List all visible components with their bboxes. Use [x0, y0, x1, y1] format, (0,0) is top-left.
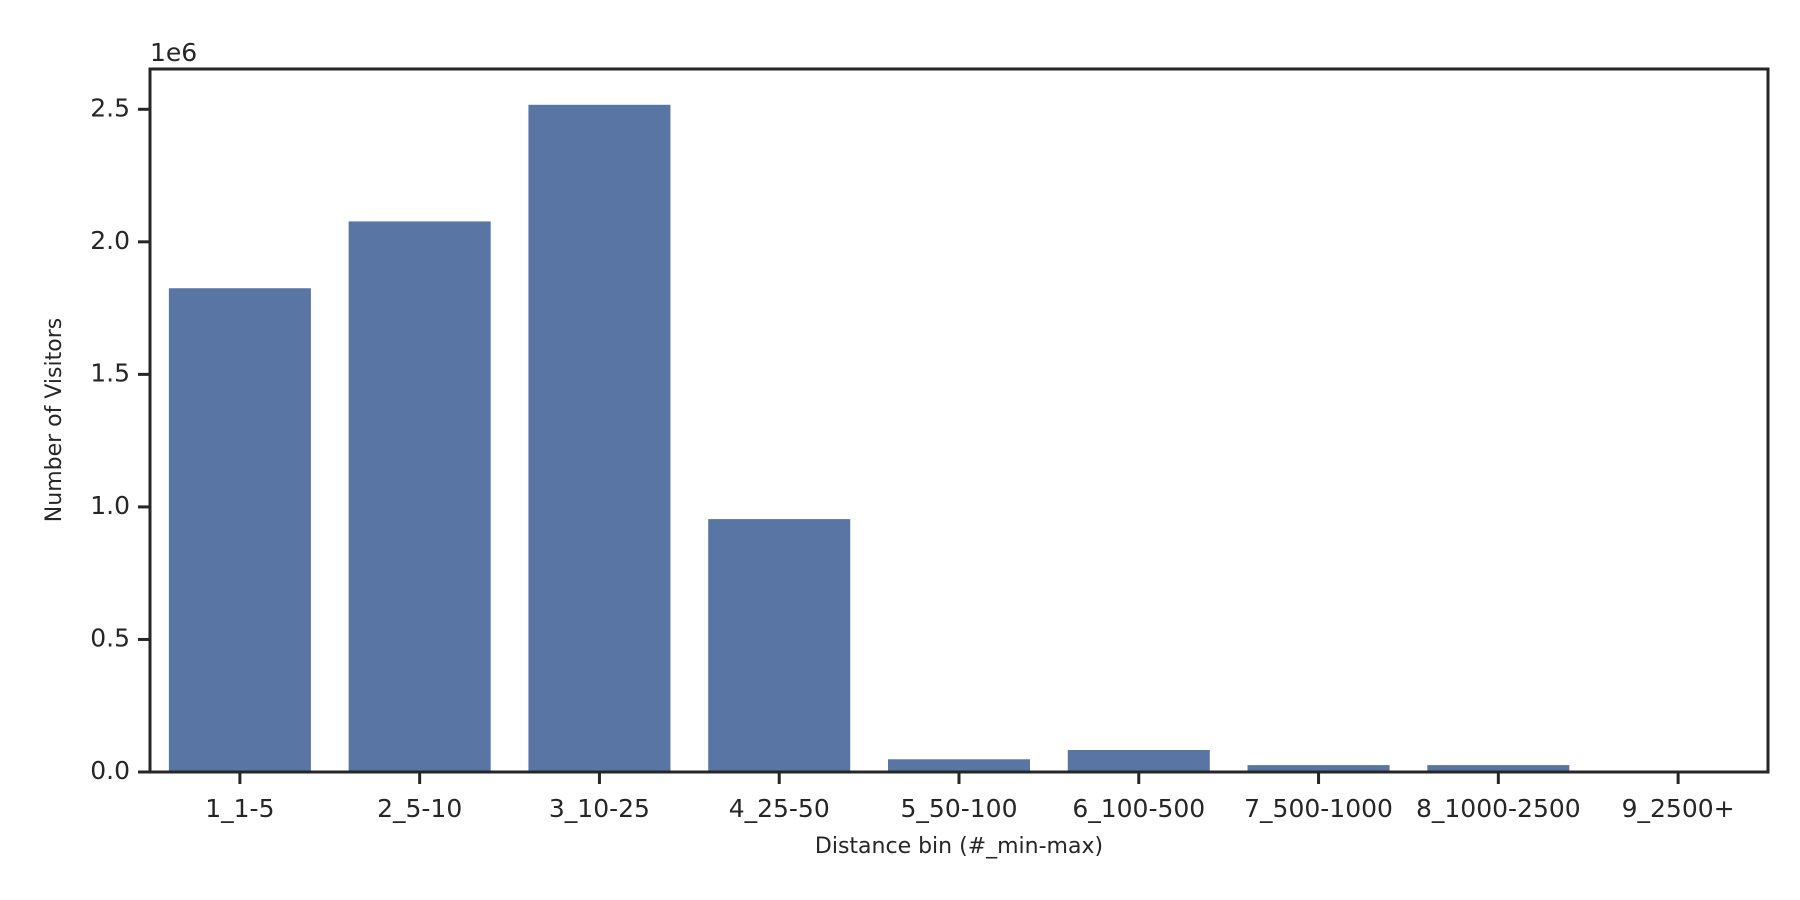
- y-tick-label: 0.0: [90, 756, 130, 785]
- y-tick-label: 2.5: [90, 93, 130, 122]
- y-tick-label: 0.5: [90, 623, 130, 652]
- bar: [1067, 749, 1210, 772]
- y-axis-label: Number of Visitors: [42, 318, 67, 522]
- x-tick-label: 5_50-100: [901, 794, 1018, 823]
- x-tick-label: 7_500-1000: [1244, 794, 1393, 823]
- x-tick-label: 6_100-500: [1072, 794, 1205, 823]
- bar: [887, 759, 1031, 772]
- bar: [1427, 765, 1570, 772]
- x-axis-label: Distance bin (#_min-max): [815, 834, 1103, 859]
- bar: [1247, 765, 1390, 772]
- bar: [168, 288, 311, 772]
- bar: [348, 221, 491, 772]
- bar: [528, 104, 671, 773]
- y-tick-label: 2.0: [90, 226, 130, 255]
- y-tick-label: 1.5: [90, 358, 130, 387]
- x-tick-label: 3_10-25: [549, 794, 650, 823]
- x-tick-label: 1_1-5: [205, 794, 274, 823]
- x-tick-label: 9_2500+: [1622, 794, 1735, 823]
- bar: [708, 519, 851, 772]
- y-tick-label: 1.0: [90, 491, 130, 520]
- plot-frame: [148, 67, 1770, 774]
- x-tick-label: 8_1000-2500: [1416, 794, 1581, 823]
- x-tick-label: 2_5-10: [377, 794, 462, 823]
- y-offset-label: 1e6: [150, 38, 197, 67]
- x-tick-label: 4_25-50: [729, 794, 830, 823]
